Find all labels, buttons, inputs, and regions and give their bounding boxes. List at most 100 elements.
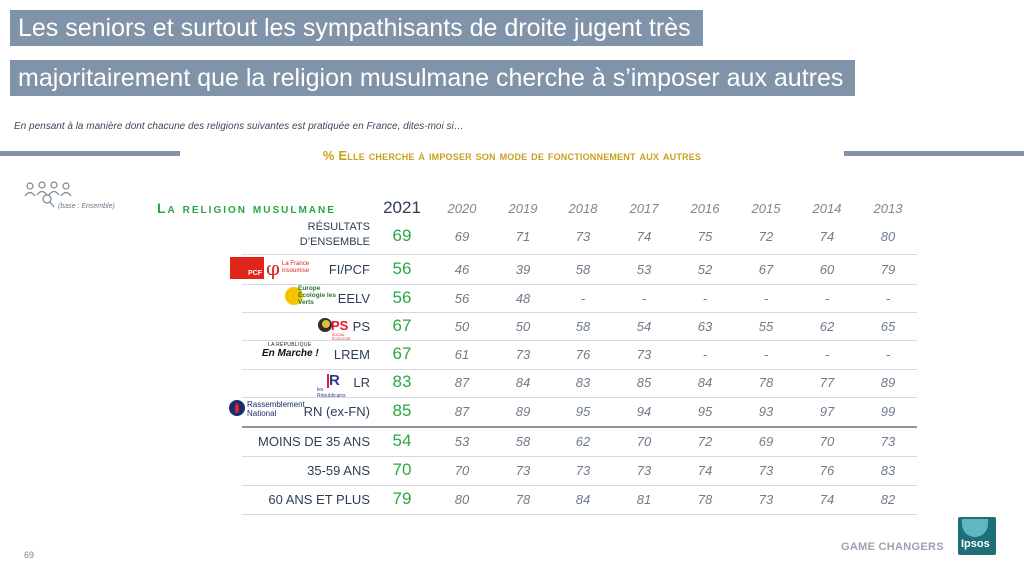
ps-logo-text: PS: [331, 318, 349, 333]
table-cell: 70: [392, 460, 412, 479]
ipsos-wave-icon: [962, 519, 988, 537]
table-cell: 99: [880, 404, 896, 419]
table-cell: -: [580, 291, 586, 306]
table-cell: 79: [392, 489, 412, 508]
ps-rose-center: [322, 320, 330, 328]
row-separator: [242, 485, 917, 486]
table-cell: 67: [392, 316, 412, 335]
ipsos-logo: Ipsos: [958, 517, 996, 555]
table-cell: 78: [697, 492, 713, 507]
page-number: 69: [24, 550, 35, 560]
table-cell: 50: [454, 319, 470, 334]
table-cell: 73: [515, 463, 531, 478]
table-cell: 61: [454, 347, 470, 362]
table-cell: 73: [515, 347, 531, 362]
table-cell: -: [641, 291, 647, 306]
table-cell: 50: [515, 319, 531, 334]
eelv-logo: Europe Écologie les Verts: [285, 285, 337, 309]
table-cell: 76: [575, 347, 591, 362]
lr-bar-icon: [327, 374, 329, 388]
table-cell: -: [885, 291, 891, 306]
row-label: PS: [352, 319, 370, 334]
table-cell: -: [702, 347, 708, 362]
rn-logo: Rassemblement National: [229, 398, 309, 422]
table-cell: 53: [636, 262, 652, 277]
rn-flame-inner: [235, 403, 239, 413]
year-header-2021: 2021: [383, 198, 421, 217]
table-cell: 70: [636, 434, 652, 449]
year-header-2017: 2017: [629, 201, 659, 216]
table-cell: 55: [758, 319, 774, 334]
pcf-logo-text: PCF: [248, 270, 262, 277]
row-separator: [242, 456, 917, 457]
row-separator: [242, 514, 917, 515]
table-cell: 78: [758, 375, 774, 390]
table-cell: 62: [575, 434, 591, 449]
row-label: LR: [353, 375, 370, 390]
table-cell: 80: [880, 229, 896, 244]
table-cell: 74: [819, 492, 835, 507]
table-cell: 56: [454, 291, 470, 306]
table-cell: 82: [880, 492, 896, 507]
table-cell: 58: [575, 262, 591, 277]
table-cell: 73: [636, 347, 652, 362]
year-header-2016: 2016: [690, 201, 720, 216]
table-cell: 83: [880, 463, 896, 478]
table-cell: 85: [392, 401, 412, 420]
pcf-logo: PCF: [230, 257, 264, 279]
row-separator: [242, 426, 917, 428]
row-label: 35-59 ANS: [307, 463, 370, 478]
table-cell: 89: [880, 375, 896, 390]
table-cell: 84: [515, 375, 531, 390]
table-cell: 70: [454, 463, 470, 478]
lfi-phi-icon: φ: [266, 256, 281, 280]
table-cell: 56: [392, 288, 412, 307]
table-cell: 83: [392, 372, 412, 391]
table-cell: -: [702, 291, 708, 306]
table-cell: 73: [880, 434, 896, 449]
row-label: EELV: [337, 291, 370, 306]
table-cell: 69: [454, 229, 470, 244]
row-label: LREM: [333, 347, 370, 362]
table-cell: 56: [392, 259, 412, 278]
table-cell: 58: [575, 319, 591, 334]
table-cell: 65: [880, 319, 896, 334]
slide-title-line-1: Les seniors et surtout les sympathisants…: [10, 10, 703, 46]
survey-question-text: En pensant à la manière dont chacune des…: [14, 121, 464, 132]
table-cell: 84: [575, 492, 591, 507]
year-header-2015: 2015: [751, 201, 781, 216]
lrem-logo: LA RÉPUBLIQUE En Marche !: [262, 342, 328, 364]
divider-right: [844, 151, 1024, 156]
table-cell: 74: [819, 229, 835, 244]
lrem-logo-top: LA RÉPUBLIQUE: [268, 342, 312, 348]
table-cell: -: [885, 347, 891, 362]
table-cell: 94: [636, 404, 652, 419]
table-cell: 95: [575, 404, 591, 419]
table-cell: 70: [819, 434, 835, 449]
row-label: FI/PCF: [328, 262, 370, 277]
lfi-logo: φ La France insoumise: [266, 256, 324, 280]
table-cell: 67: [758, 262, 774, 277]
table-cell: 97: [819, 404, 835, 419]
table-cell: 74: [697, 463, 713, 478]
eelv-sun-icon: [285, 287, 303, 305]
table-cell: 80: [454, 492, 470, 507]
year-header-2018: 2018: [568, 201, 598, 216]
table-cell: 63: [697, 319, 713, 334]
table-cell: 39: [515, 262, 531, 277]
row-separator: [242, 340, 917, 341]
table-cell: 60: [819, 262, 835, 277]
table-cell: 95: [697, 404, 713, 419]
base-label: (base : Ensemble): [58, 203, 115, 210]
table-cell: 73: [575, 463, 591, 478]
table-cell: 78: [515, 492, 531, 507]
table-cell: 74: [636, 229, 652, 244]
table-cell: 79: [880, 262, 896, 277]
ps-logo: PS SOCIAL ÉCOLOGIE: [318, 314, 354, 341]
people-group-icon: [24, 181, 72, 208]
table-cell: 46: [454, 262, 470, 277]
lfi-logo-text: La France insoumise: [282, 261, 310, 274]
table-cell: 69: [758, 434, 774, 449]
table-cell: -: [824, 347, 830, 362]
table-cell: 75: [697, 229, 713, 244]
